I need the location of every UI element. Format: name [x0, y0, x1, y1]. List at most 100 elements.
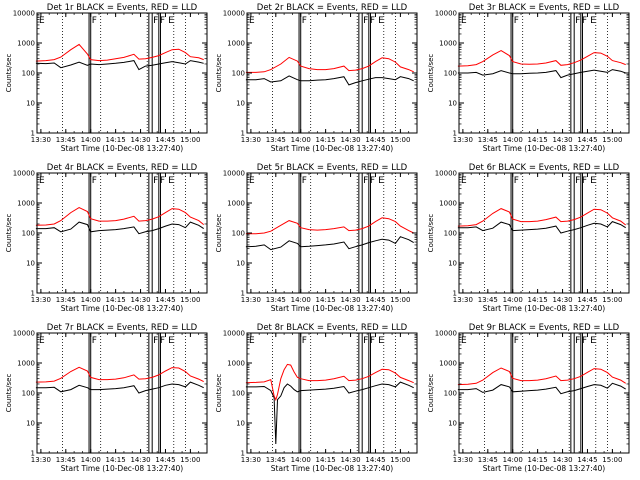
- series-line-events: [35, 381, 204, 394]
- flag-label: F: [92, 176, 97, 186]
- flag-label: E: [249, 176, 255, 186]
- x-tick-label: 13:30: [241, 296, 261, 304]
- panel-title: Det 5r BLACK = Events, RED = LLD: [257, 163, 408, 173]
- flag-label: E: [590, 336, 596, 346]
- x-tick-label: 13:30: [453, 136, 473, 144]
- x-tick-label: 14:15: [528, 456, 548, 464]
- flag-label: F: [160, 336, 165, 346]
- flag-label: E: [461, 176, 467, 186]
- x-tick-label: 13:45: [56, 456, 76, 464]
- flag-label: F: [514, 336, 519, 346]
- y-tick-label: 1: [31, 450, 35, 458]
- x-tick-label: 13:45: [266, 136, 286, 144]
- y-tick-label: 1: [453, 450, 457, 458]
- y-tick-label: 1000: [227, 360, 245, 368]
- y-tick-label: 10000: [13, 170, 35, 178]
- panel-title: Det 3r BLACK = Events, RED = LLD: [469, 3, 620, 13]
- flag-label: F: [575, 176, 580, 186]
- x-tick-label: 13:30: [241, 136, 261, 144]
- y-tick-label: 100: [232, 70, 245, 78]
- series-line-events: [35, 60, 204, 71]
- x-tick-label: 13:45: [56, 296, 76, 304]
- x-tick-label: 13:45: [478, 296, 498, 304]
- x-tick-label: 15:00: [602, 456, 622, 464]
- flag-label: E: [378, 176, 384, 186]
- panel-title: Det 8r BLACK = Events, RED = LLD: [257, 323, 408, 333]
- x-tick-label: 14:15: [316, 296, 336, 304]
- y-tick-label: 10: [448, 260, 457, 268]
- series-line-events: [457, 69, 626, 79]
- y-tick-label: 10000: [223, 10, 245, 18]
- flag-label: E: [249, 336, 255, 346]
- x-axis-label: Start Time (10-Dec-08 13:27:40): [483, 144, 605, 153]
- panel-title: Det 1r BLACK = Events, RED = LLD: [47, 3, 198, 13]
- x-axis-label: Start Time (10-Dec-08 13:27:40): [483, 464, 605, 473]
- x-axis-label: Start Time (10-Dec-08 13:27:40): [61, 464, 183, 473]
- x-tick-label: 13:30: [31, 456, 51, 464]
- x-tick-label: 14:00: [503, 456, 523, 464]
- flag-label: F: [153, 336, 158, 346]
- y-tick-label: 100: [444, 230, 457, 238]
- x-axis-label: Start Time (10-Dec-08 13:27:40): [271, 144, 393, 153]
- x-tick-label: 14:30: [552, 136, 572, 144]
- flag-label: E: [249, 16, 255, 26]
- x-tick-label: 14:00: [291, 136, 311, 144]
- series-line-lld: [457, 367, 626, 386]
- x-tick-label: 13:45: [266, 296, 286, 304]
- x-tick-label: 14:00: [503, 296, 523, 304]
- x-tick-label: 14:15: [106, 456, 126, 464]
- flag-label: F: [160, 176, 165, 186]
- x-tick-label: 14:30: [340, 136, 360, 144]
- y-axis-label: Counts/sec: [427, 54, 435, 93]
- x-axis-label: Start Time (10-Dec-08 13:27:40): [271, 304, 393, 313]
- y-tick-label: 10: [26, 260, 35, 268]
- flag-label: F: [92, 336, 97, 346]
- x-tick-label: 14:30: [340, 456, 360, 464]
- x-tick-label: 14:00: [291, 456, 311, 464]
- y-tick-label: 1000: [227, 40, 245, 48]
- series-line-lld: [245, 217, 414, 235]
- x-tick-label: 15:00: [180, 136, 200, 144]
- flag-label: F: [363, 16, 368, 26]
- series-line-lld: [457, 50, 626, 67]
- y-tick-label: 1000: [439, 200, 457, 208]
- x-tick-label: 14:15: [528, 136, 548, 144]
- y-axis-label: Counts/sec: [215, 54, 223, 93]
- flag-label: E: [590, 16, 596, 26]
- x-tick-label: 14:45: [365, 456, 385, 464]
- x-tick-label: 15:00: [390, 136, 410, 144]
- y-tick-label: 100: [22, 70, 35, 78]
- x-tick-label: 14:15: [316, 456, 336, 464]
- flag-label: F: [160, 16, 165, 26]
- y-tick-label: 1: [453, 130, 457, 138]
- x-tick-label: 14:45: [155, 456, 175, 464]
- x-tick-label: 13:45: [478, 136, 498, 144]
- y-tick-label: 10: [26, 100, 35, 108]
- x-tick-label: 14:00: [81, 296, 101, 304]
- flag-label: E: [590, 176, 596, 186]
- x-tick-label: 14:45: [577, 136, 597, 144]
- x-tick-label: 14:30: [340, 296, 360, 304]
- x-tick-label: 15:00: [602, 296, 622, 304]
- flag-label: F: [153, 16, 158, 26]
- y-tick-label: 10000: [223, 330, 245, 338]
- flag-label: F: [514, 16, 519, 26]
- x-axis-label: Start Time (10-Dec-08 13:27:40): [61, 144, 183, 153]
- series-line-events: [457, 221, 626, 234]
- y-tick-label: 10000: [435, 170, 457, 178]
- flag-label: F: [92, 16, 97, 26]
- flag-label: F: [302, 176, 307, 186]
- y-tick-label: 1000: [17, 360, 35, 368]
- x-tick-label: 14:15: [528, 296, 548, 304]
- y-tick-label: 10: [448, 420, 457, 428]
- panel-title: Det 6r BLACK = Events, RED = LLD: [469, 163, 620, 173]
- y-tick-label: 100: [232, 390, 245, 398]
- flag-label: E: [39, 176, 45, 186]
- x-tick-label: 13:30: [31, 136, 51, 144]
